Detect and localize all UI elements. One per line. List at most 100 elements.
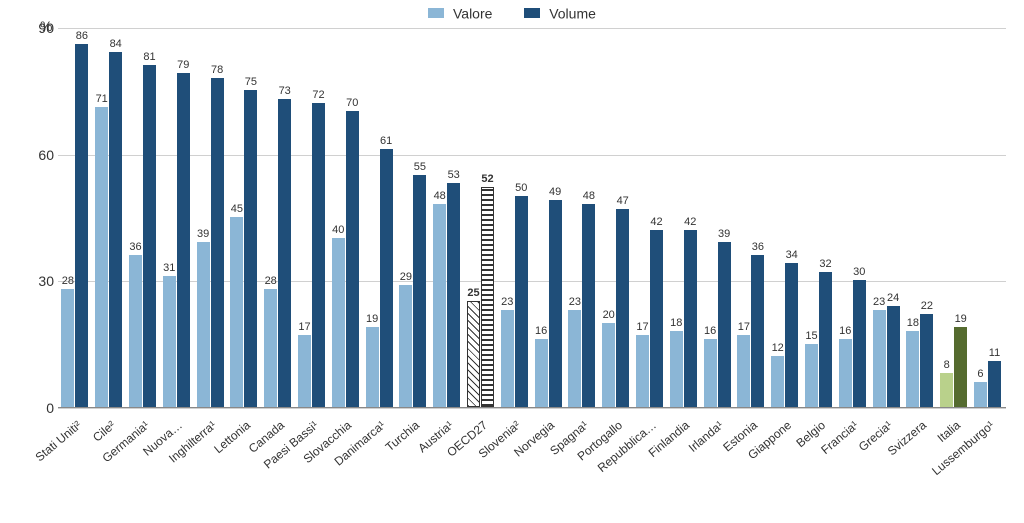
bar-valore [129,255,142,407]
bar-group: 2552 [464,28,498,407]
bar-group: 1630 [835,28,869,407]
bar-value-label: 75 [245,76,257,88]
bar-volume [346,111,359,407]
bar-volume [819,272,832,407]
bar-value-label: 19 [366,313,378,325]
bar-group: 1532 [802,28,836,407]
bar-value-label: 17 [738,321,750,333]
bar-value-label: 50 [515,182,527,194]
x-label: Lettonia [211,418,253,456]
bar-valore [298,335,311,407]
legend-swatch-volume [524,8,540,18]
bar-value-label: 55 [414,161,426,173]
legend-swatch-valore [428,8,444,18]
bar-valore [501,310,514,407]
bar-group: 3179 [159,28,193,407]
bar-valore [535,339,548,407]
bar-value-label: 39 [718,228,730,240]
bar-group: 1639 [700,28,734,407]
bar-valore [974,382,987,407]
bar-volume [143,65,156,407]
bar-valore [467,301,480,407]
bar-value-label: 53 [448,169,460,181]
bar-group: 2873 [261,28,295,407]
legend-label-valore: Valore [453,5,492,21]
bar-value-label: 30 [853,266,865,278]
bar-value-label: 86 [76,30,88,42]
bar-volume [278,99,291,407]
bar-value-label: 39 [197,228,209,240]
bar-value-label: 36 [752,241,764,253]
bar-valore [95,107,108,407]
bar-volume [920,314,933,407]
bar-value-label: 42 [650,216,662,228]
bar-group: 2955 [396,28,430,407]
bar-value-label: 32 [819,258,831,270]
bar-volume [785,263,798,407]
bar-valore [839,339,852,407]
bar-volume [853,280,866,407]
bar-volume [684,230,697,407]
bar-value-label: 34 [786,249,798,261]
bar-group: 7184 [92,28,126,407]
bar-value-label: 70 [346,97,358,109]
bar-value-label: 28 [62,275,74,287]
bar-volume [447,183,460,407]
bar-value-label: 16 [704,325,716,337]
bar-group: 3681 [126,28,160,407]
bar-value-label: 11 [989,347,1000,359]
bar-volume [312,103,325,407]
bar-volume [751,255,764,407]
bar-group: 2047 [599,28,633,407]
bar-valore [163,276,176,407]
bar-group: 2350 [497,28,531,407]
bar-group: 1234 [768,28,802,407]
bar-group: 819 [937,28,971,407]
x-label: Lussemburgo¹ [929,418,997,478]
legend: Valore Volume [0,4,1024,21]
bar-group: 1736 [734,28,768,407]
bar-value-label: 23 [873,296,885,308]
legend-label-volume: Volume [549,5,596,21]
bar-valore [433,204,446,407]
bar-value-label: 79 [177,59,189,71]
y-tick: 0 [24,400,54,416]
bar-volume [616,209,629,407]
bar-group: 1822 [903,28,937,407]
x-label: Cile² [90,418,118,445]
bar-group: 1649 [531,28,565,407]
bar-value-label: 78 [211,64,223,76]
bar-value-label: 22 [921,300,933,312]
y-tick: 90 [24,20,54,36]
bar-value-label: 25 [467,287,479,299]
x-label: Italia [934,418,962,445]
bar-value-label: 48 [434,190,446,202]
bar-valore [771,356,784,407]
bar-volume [718,242,731,407]
bar-value-label: 17 [636,321,648,333]
bar-valore [940,373,953,407]
bar-volume [244,90,257,407]
bar-volume [582,204,595,407]
bar-value-label: 28 [265,275,277,287]
bar-group: 1842 [666,28,700,407]
bar-value-label: 6 [977,368,983,380]
bar-valore [399,285,412,407]
bar-value-label: 61 [380,135,392,147]
bar-group: 45 75 [227,28,261,407]
bar-volume [988,361,1001,407]
bar-valore [670,331,683,407]
bar-valore [906,331,919,407]
bar-volume [887,306,900,407]
bar-value-label: 84 [110,38,122,50]
bar-valore [737,335,750,407]
bar-value-label: 42 [684,216,696,228]
bar-value-label: 45 [231,203,243,215]
bar-value-label: 15 [805,330,817,342]
bar-value-label: 49 [549,186,561,198]
bar-valore [704,339,717,407]
bar-value-label: 18 [670,317,682,329]
bar-value-label: 18 [907,317,919,329]
bar-group: 2348 [565,28,599,407]
legend-item-valore: Valore [428,4,492,21]
